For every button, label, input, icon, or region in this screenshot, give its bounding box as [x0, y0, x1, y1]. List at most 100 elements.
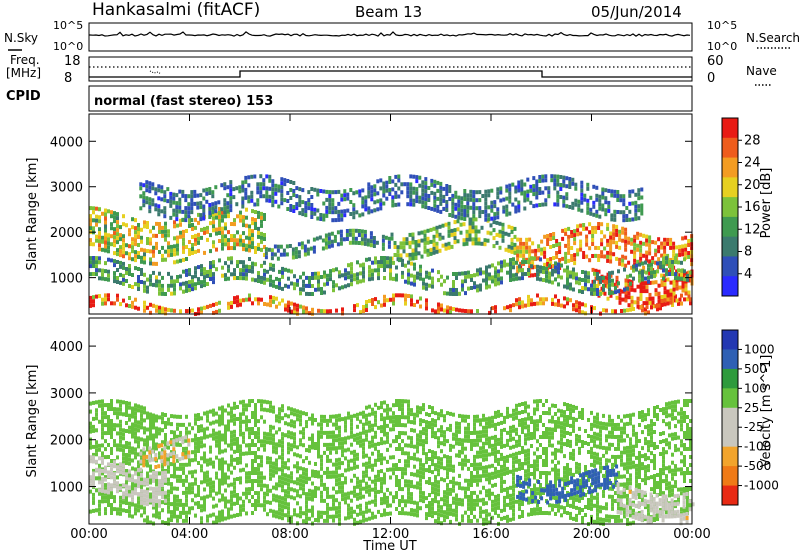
heatmap-cell [350, 442, 353, 447]
heatmap-cell [284, 421, 287, 426]
heatmap-cell [680, 260, 683, 265]
heatmap-cell [335, 418, 338, 423]
heatmap-cell [581, 310, 584, 315]
heatmap-cell [681, 236, 685, 241]
heatmap-cell [377, 453, 380, 458]
heatmap-cell [419, 410, 422, 415]
heatmap-cell [478, 206, 482, 211]
heatmap-cell [317, 287, 320, 292]
heatmap-cell [353, 437, 356, 442]
heatmap-cell [110, 435, 113, 439]
heatmap-cell [445, 184, 449, 188]
heatmap-cell [562, 195, 566, 200]
heatmap-cell [110, 507, 113, 511]
heatmap-cell [179, 309, 182, 314]
heatmap-cell [446, 491, 449, 496]
heatmap-cell [445, 188, 449, 192]
heatmap-cell [182, 466, 185, 471]
heatmap-cell [534, 252, 538, 257]
heatmap-cell [519, 245, 523, 250]
heatmap-cell [149, 310, 152, 315]
heatmap-cell [305, 448, 308, 453]
heatmap-cell [233, 218, 236, 223]
heatmap-cell [516, 265, 520, 270]
heatmap-cell [637, 192, 641, 197]
heatmap-cell [512, 303, 515, 308]
heatmap-cell [239, 452, 242, 457]
heatmap-cell [446, 487, 449, 492]
heatmap-cell [134, 218, 137, 223]
heatmap-cell [155, 434, 158, 439]
heatmap-cell [609, 255, 613, 260]
heatmap-cell [377, 425, 380, 430]
heatmap-cell [338, 481, 341, 486]
heatmap-cell [431, 430, 434, 435]
heatmap-cell [173, 414, 176, 419]
heatmap-cell [410, 408, 413, 413]
heatmap-cell [443, 478, 446, 483]
heatmap-cell [95, 264, 98, 269]
heatmap-cell [420, 254, 424, 259]
heatmap-cell [590, 283, 593, 288]
heatmap-cell [176, 466, 179, 471]
heatmap-cell [229, 188, 233, 193]
heatmap-cell [203, 305, 206, 310]
heatmap-cell [233, 477, 236, 482]
heatmap-cell [507, 244, 511, 249]
heatmap-cell [149, 249, 152, 254]
heatmap-cell [401, 403, 404, 408]
heatmap-cell [645, 305, 649, 310]
heatmap-cell [203, 507, 206, 512]
heatmap-cell [422, 471, 425, 476]
heatmap-cell [570, 234, 574, 238]
heatmap-cell [606, 238, 610, 243]
heatmap-cell [376, 207, 380, 212]
heatmap-cell [364, 199, 368, 204]
heatmap-cell [383, 476, 386, 481]
heatmap-cell [573, 241, 577, 246]
heatmap-cell [170, 291, 173, 296]
heatmap-cell [687, 255, 691, 259]
heatmap-cell [475, 206, 479, 211]
heatmap-cell [560, 303, 563, 308]
heatmap-cell [591, 242, 595, 246]
heatmap-cell [632, 268, 635, 273]
heatmap-cell [89, 295, 92, 300]
heatmap-cell [287, 510, 290, 515]
heatmap-cell [356, 512, 359, 517]
heatmap-cell [208, 191, 212, 195]
heatmap-cell [206, 304, 209, 309]
heatmap-cell [236, 276, 239, 280]
heatmap-cell [128, 425, 131, 430]
heatmap-cell [410, 480, 413, 485]
heatmap-cell [576, 232, 580, 237]
heatmap-cell [305, 424, 308, 429]
heatmap-cell [532, 188, 536, 193]
heatmap-cell [302, 427, 305, 432]
heatmap-cell [458, 421, 461, 426]
heatmap-cell [257, 226, 260, 231]
heatmap-cell [428, 465, 431, 469]
heatmap-cell [317, 430, 320, 435]
heatmap-cell [264, 251, 268, 256]
heatmap-cell [155, 279, 158, 284]
heatmap-cell [229, 180, 233, 185]
heatmap-cell [653, 274, 656, 279]
heatmap-cell [454, 190, 458, 195]
heatmap-cell [92, 424, 95, 429]
heatmap-cell [356, 424, 359, 429]
heatmap-cell [468, 221, 472, 226]
heatmap-cell [205, 187, 209, 192]
heatmap-cell [284, 283, 287, 288]
heatmap-cell [568, 181, 572, 185]
heatmap-cell [161, 464, 164, 469]
heatmap-cell [248, 479, 251, 484]
heatmap-cell [316, 208, 320, 213]
heatmap-cell [242, 439, 245, 444]
heatmap-cell [380, 501, 383, 506]
heatmap-cell [236, 513, 239, 517]
heatmap-cell [525, 245, 529, 250]
heatmap-cell [508, 211, 512, 216]
heatmap-cell [383, 408, 386, 413]
heatmap-cell [223, 206, 227, 211]
